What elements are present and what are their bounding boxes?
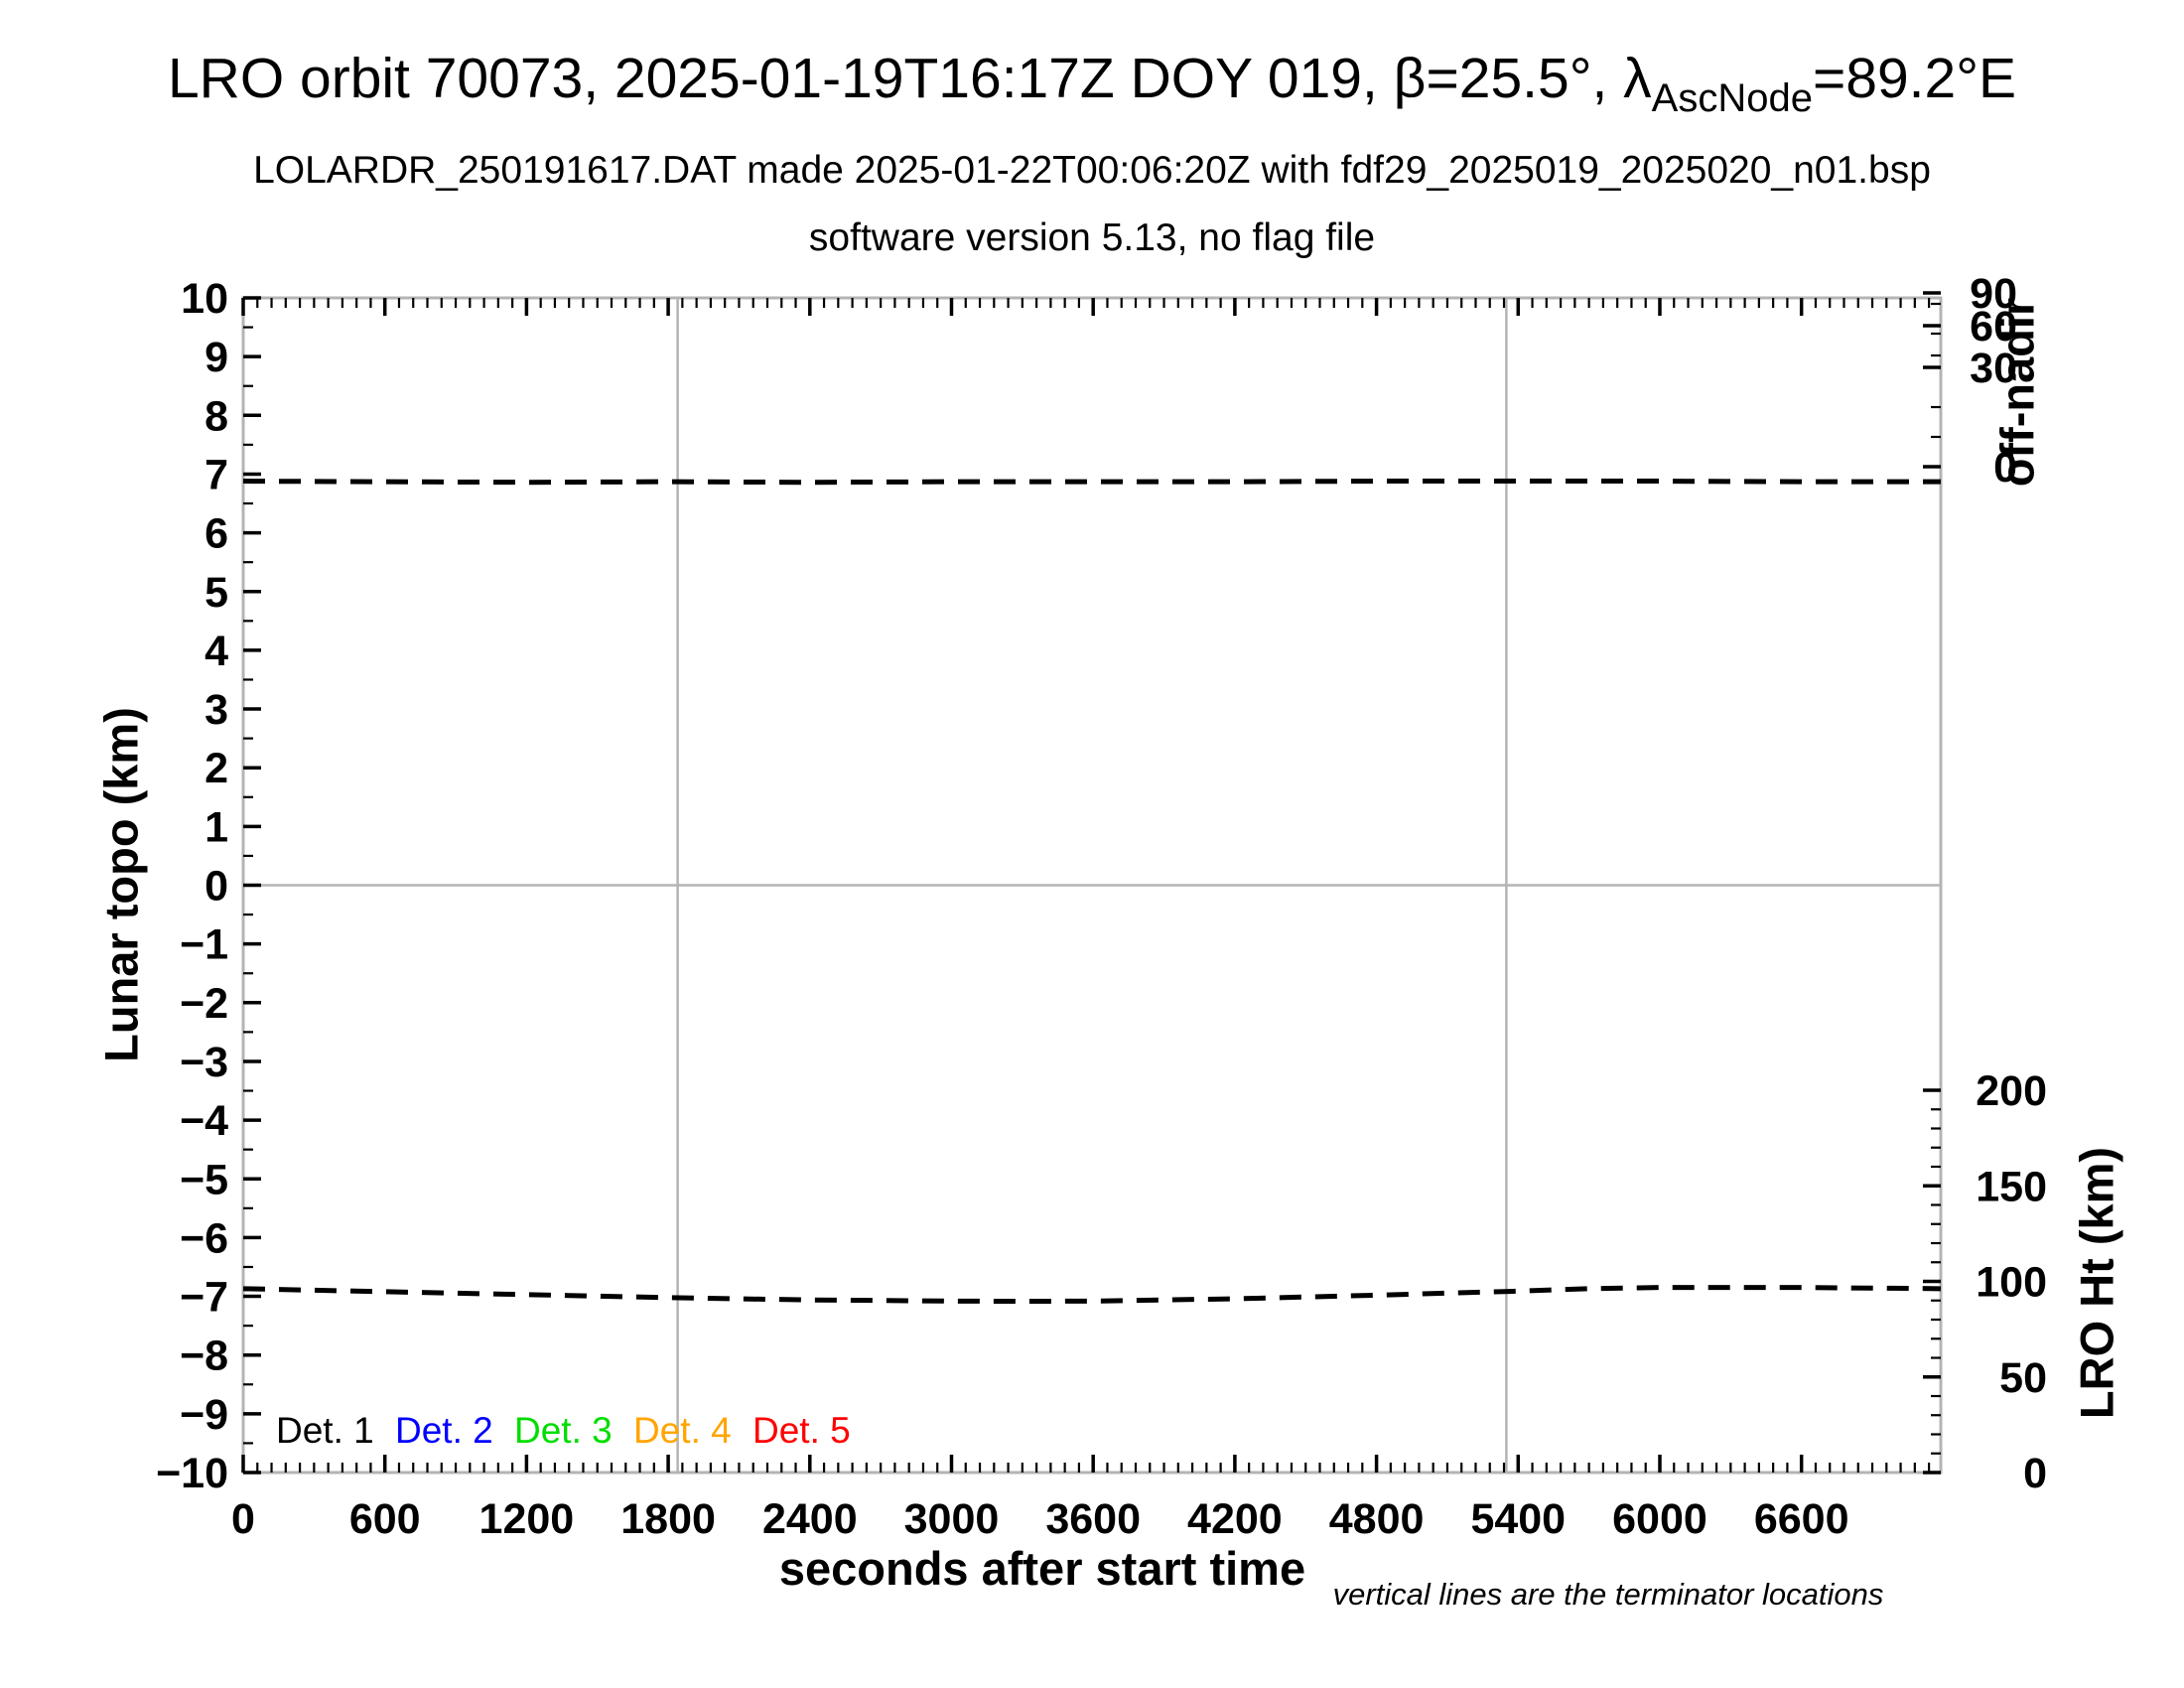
legend-item-det-2: Det. 2 <box>395 1410 493 1451</box>
x-tick-label: 1800 <box>620 1495 716 1543</box>
legend-item-det-4: Det. 4 <box>633 1410 732 1451</box>
tick-labels: 0 600 1200 1800 2400 3000 3600 4200 4800 5400 6000… <box>156 270 2047 1543</box>
y-left-tick-label: −6 <box>180 1214 228 1262</box>
x-tick-label: 6000 <box>1612 1495 1707 1543</box>
y-left-tick-label: 6 <box>205 510 228 558</box>
y-left-tick-label: 7 <box>205 451 228 498</box>
x-tick-label: 4200 <box>1187 1495 1283 1543</box>
lro-ht-tick-label: 0 <box>2023 1450 2047 1497</box>
y-left-tick-label: 5 <box>205 569 228 617</box>
x-axis-label: seconds after start time <box>778 1542 1306 1595</box>
x-tick-label: 600 <box>349 1495 421 1543</box>
y-left-tick-label: 2 <box>205 745 228 792</box>
lro-ht-tick-label: 200 <box>1976 1067 2047 1115</box>
legend-item-det-1: Det. 1 <box>276 1410 374 1451</box>
terminator-footnote: vertical lines are the terminator locati… <box>1332 1577 1884 1612</box>
x-tick-label: 2400 <box>762 1495 858 1543</box>
legend-item-det-5: Det. 5 <box>752 1410 851 1451</box>
plot-title: LRO orbit 70073, 2025-01-19T16:17Z DOY 0… <box>0 46 2184 118</box>
y-axis-label-lro-ht: LRO Ht (km) <box>2070 1146 2123 1420</box>
x-tick-label: 6600 <box>1754 1495 1849 1543</box>
y-left-tick-label: −7 <box>180 1274 228 1322</box>
plot-title-prefix: LRO orbit 70073, 2025-01-19T16:17Z DOY 0… <box>167 47 1652 110</box>
lro-ht-tick-label: 100 <box>1976 1259 2047 1307</box>
lro-ht-tick-label: 50 <box>1999 1354 2047 1402</box>
axis-ticks <box>241 291 1941 1475</box>
off-nadir-tick-label: 90 <box>1970 270 2017 318</box>
off-nadir-tick-label: 60 <box>1970 303 2017 351</box>
off-nadir-tick-label: 30 <box>1970 345 2017 392</box>
plot-subtitle-software: software version 5.13, no flag file <box>808 216 1376 259</box>
off-nadir-tick-label: 0 <box>1993 444 2017 492</box>
lro-height-curve <box>242 1285 1942 1305</box>
x-tick-label: 3600 <box>1045 1495 1141 1543</box>
x-tick-label: 0 <box>231 1495 255 1543</box>
y-left-tick-label: −9 <box>180 1391 228 1439</box>
y-left-tick-label: 0 <box>205 863 228 911</box>
x-tick-label: 3000 <box>904 1495 1000 1543</box>
y-left-tick-label: 4 <box>205 628 228 675</box>
grid-lines <box>243 298 1941 1473</box>
plot-title-suffix: =89.2°E <box>1812 47 2017 110</box>
y-left-tick-label: −8 <box>180 1333 228 1380</box>
lro-ht-tick-label: 150 <box>1976 1163 2047 1210</box>
y-left-tick-label: 3 <box>205 686 228 734</box>
y-left-tick-label: −2 <box>180 980 228 1028</box>
y-left-tick-label: −10 <box>156 1450 228 1497</box>
y-left-tick-label: 10 <box>181 275 228 323</box>
detector-legend: Det. 1 Det. 2 Det. 3 Det. 4 Det. 5 <box>0 1410 2184 1460</box>
x-tick-label: 1200 <box>479 1495 575 1543</box>
y-left-tick-label: −1 <box>180 921 228 969</box>
y-left-tick-label: −3 <box>180 1039 228 1086</box>
plot-title-lambda-subscript: AscNode <box>1651 76 1813 120</box>
legend-item-det-3: Det. 3 <box>514 1410 613 1451</box>
y-left-tick-label: −5 <box>180 1156 228 1203</box>
y-left-tick-label: 1 <box>205 803 228 851</box>
plot-subtitle-datafile: LOLARDR_250191617.DAT made 2025-01-22T00… <box>253 149 1931 192</box>
y-left-tick-label: 8 <box>205 392 228 440</box>
y-left-tick-label: −4 <box>180 1097 228 1145</box>
x-tick-label: 5400 <box>1470 1495 1566 1543</box>
off-nadir-curve <box>242 479 1941 486</box>
data-series <box>242 479 1942 1305</box>
y-left-tick-label: 9 <box>205 334 228 381</box>
y-axis-label-lunar-topo: Lunar topo (km) <box>94 707 148 1062</box>
x-tick-label: 4800 <box>1329 1495 1425 1543</box>
y-axis-label-off-nadir: off-nadir <box>1990 297 2044 488</box>
